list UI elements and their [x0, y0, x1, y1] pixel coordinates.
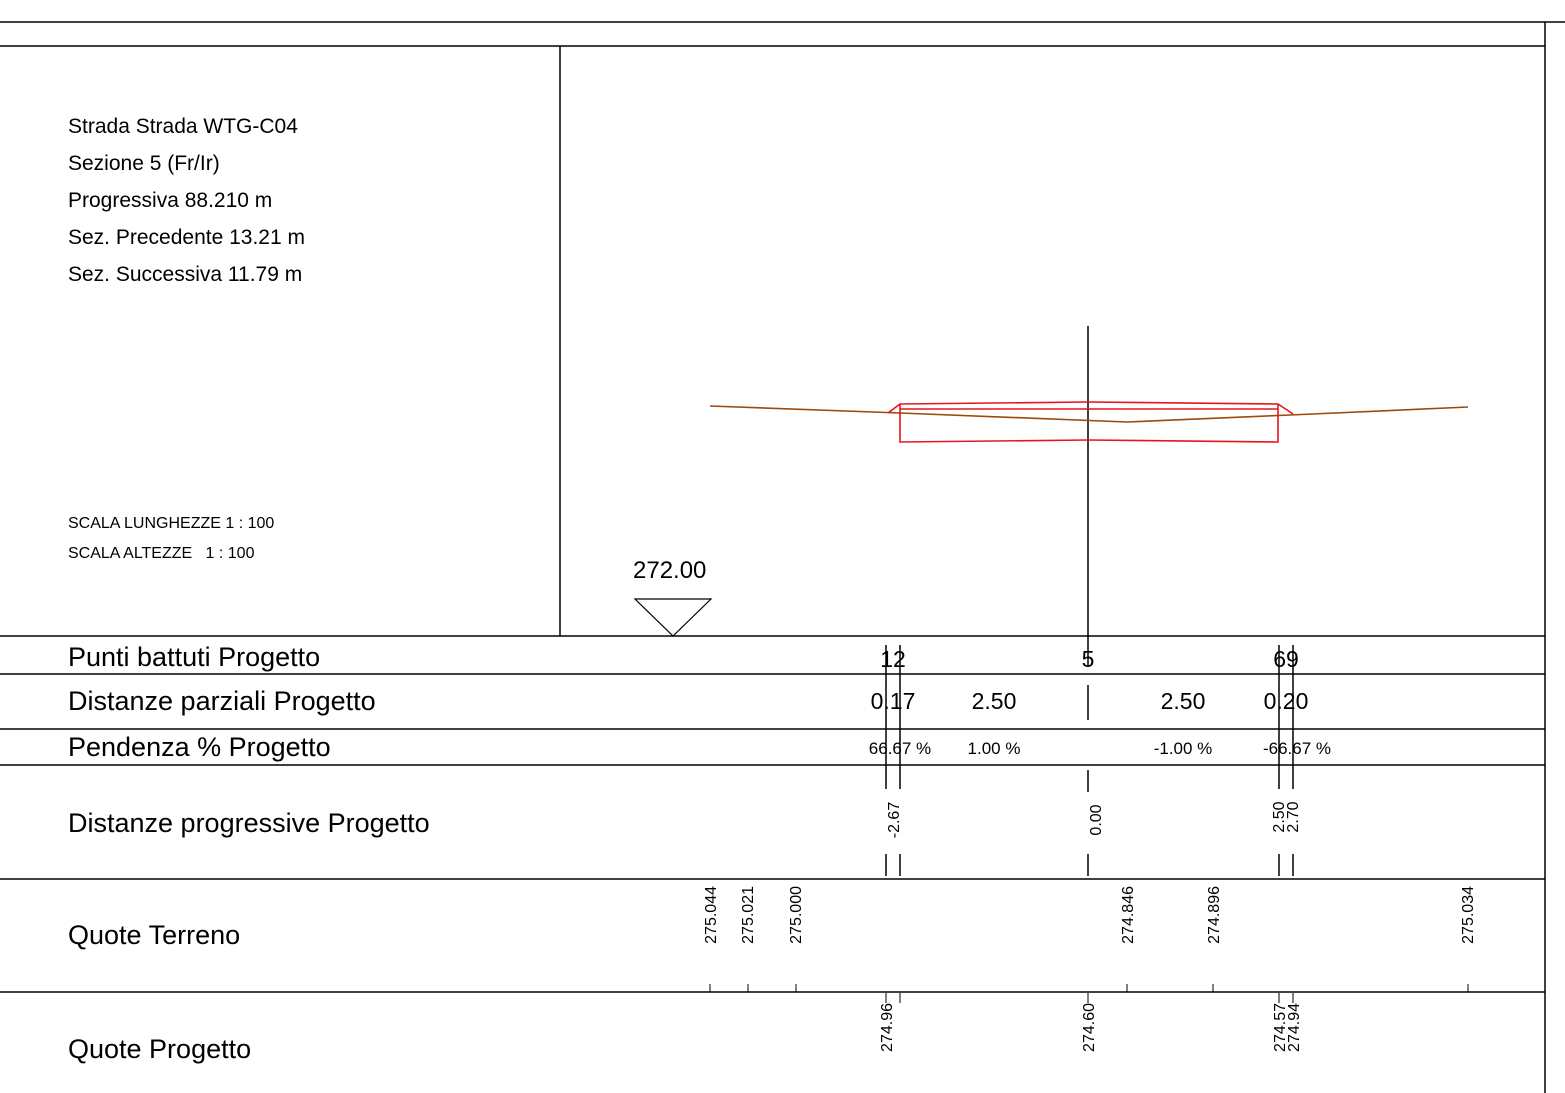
progressive-distance: 2.50 — [1271, 801, 1288, 832]
design-height: 274.94 — [1286, 1003, 1303, 1052]
progressive-distance: 0.00 — [1088, 804, 1105, 835]
project-outline — [887, 401, 1294, 443]
row-label-slope: Pendenza % Progetto — [68, 732, 331, 762]
reference-ticks — [885, 645, 1294, 876]
point-label: 69 — [1273, 646, 1299, 672]
partial-distance: 2.50 — [1161, 688, 1206, 714]
datum-label: 272.00 — [633, 557, 707, 584]
terrain-height: 274.896 — [1206, 886, 1223, 944]
scale-lengths: SCALA LUNGHEZZE 1 : 100 — [68, 515, 275, 532]
sheet-frame — [0, 21, 1565, 1093]
point-label: 5 — [1082, 646, 1095, 672]
road-name: Strada Strada WTG-C04 — [68, 115, 298, 138]
progressive-value: Progressiva 88.210 m — [68, 189, 273, 212]
row-label-points: Punti battuti Progetto — [68, 642, 321, 672]
previous-section: Sez. Precedente 13.21 m — [68, 226, 305, 249]
row-label-terrain-heights: Quote Terreno — [68, 920, 241, 950]
slope-value: 1.00 % — [968, 739, 1021, 758]
partial-distance: 2.50 — [972, 688, 1017, 714]
progressive-distance: -2.67 — [886, 802, 903, 839]
progressive-distance: 2.70 — [1285, 801, 1302, 832]
design-height: 274.57 — [1272, 1003, 1289, 1052]
section-name: Sezione 5 (Fr/Ir) — [68, 152, 220, 175]
terrain-height: 275.034 — [1460, 886, 1477, 944]
scale-heights: SCALA ALTEZZE 1 : 100 — [68, 545, 255, 562]
terrain-height: 274.846 — [1120, 886, 1137, 944]
slope-value: -66.67 % — [1263, 739, 1331, 758]
terrain-height: 275.021 — [740, 886, 757, 944]
design-height: 274.60 — [1081, 1003, 1098, 1052]
partial-distance: 0.20 — [1264, 688, 1309, 714]
point-label: 12 — [880, 646, 906, 672]
terrain-height: 275.000 — [788, 886, 805, 944]
next-section: Sez. Successiva 11.79 m — [68, 263, 303, 286]
design-height: 274.96 — [879, 1003, 896, 1052]
terrain-profile — [709, 405, 1469, 423]
row-label-progressive-distances: Distanze progressive Progetto — [68, 808, 430, 838]
row-label-design-heights: Quote Progetto — [68, 1034, 252, 1064]
partial-distance: 0.17 — [871, 688, 916, 714]
datum-triangle — [633, 598, 713, 637]
slope-value: -1.00 % — [1154, 739, 1213, 758]
terrain-height: 275.044 — [703, 886, 720, 944]
slope-value: 66.67 % — [869, 739, 931, 758]
row-label-partial-distances: Distanze parziali Progetto — [68, 686, 376, 716]
row-ticks — [709, 984, 1469, 1003]
